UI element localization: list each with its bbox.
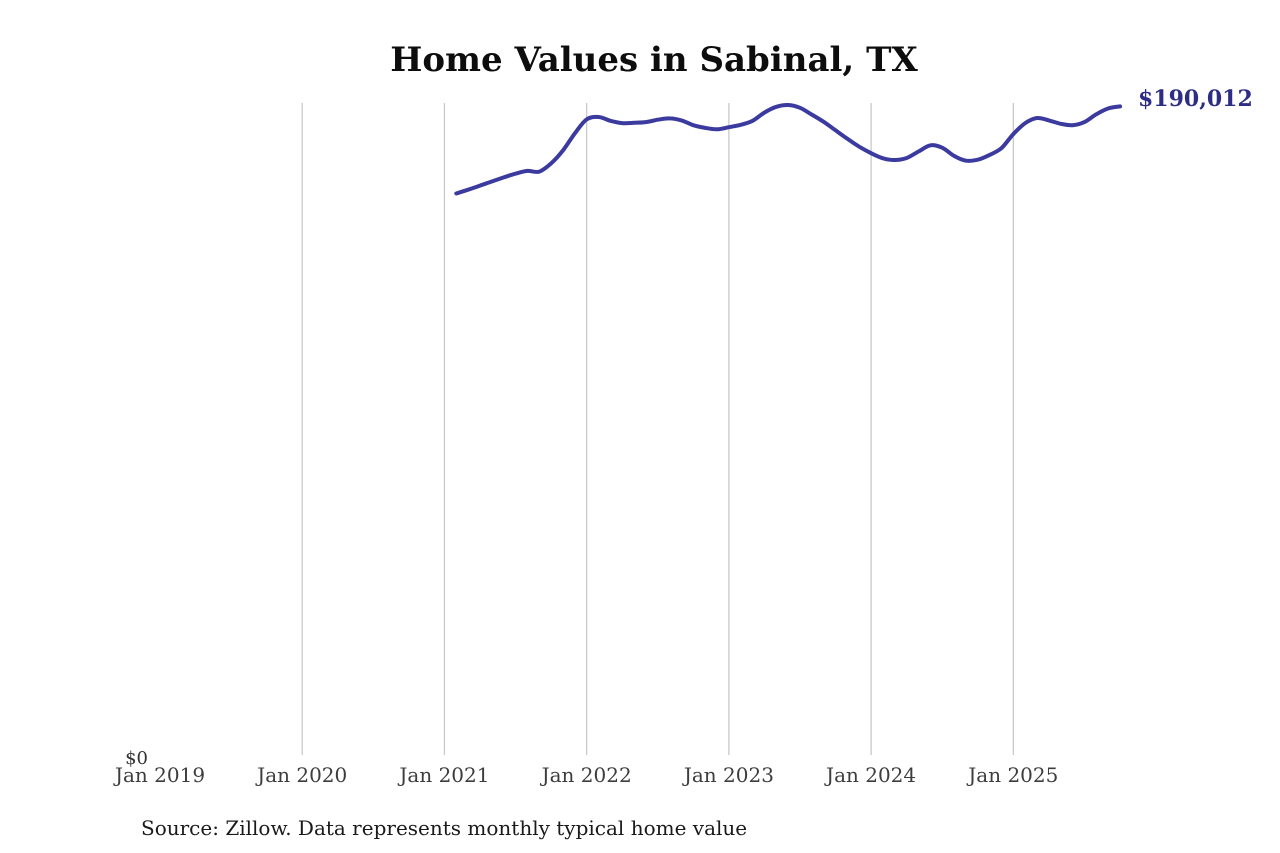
x-axis-label: Jan 2021 <box>399 763 490 787</box>
y-axis-zero-label: $0 <box>125 748 148 769</box>
latest-value-label: $190,012 <box>1137 86 1253 113</box>
home-value-line <box>454 102 1122 196</box>
source-note: Source: Zillow. Data represents monthly … <box>141 816 748 840</box>
x-axis-label: Jan 2024 <box>826 763 917 787</box>
chart-title: Home Values in Sabinal, TX <box>390 40 918 80</box>
x-axis-label: Jan 2022 <box>541 763 632 787</box>
x-axis-label: Jan 2019 <box>114 763 206 787</box>
x-axis-label: Jan 2020 <box>257 763 348 787</box>
x-axis-label: Jan 2025 <box>968 763 1059 787</box>
x-axis-label: Jan 2023 <box>683 763 774 787</box>
